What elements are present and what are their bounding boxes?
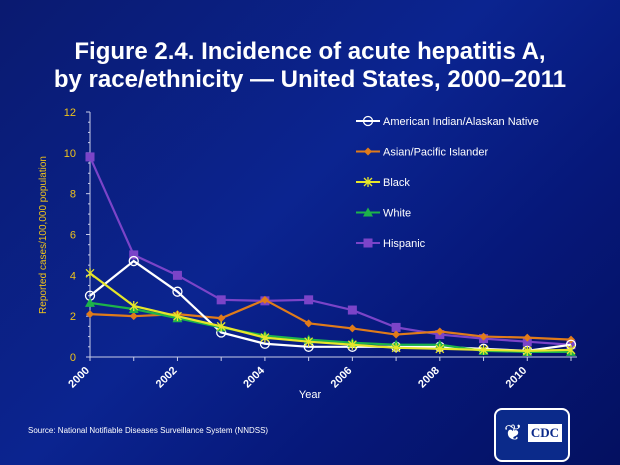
legend-label: White bbox=[383, 208, 411, 220]
legend-marker bbox=[363, 238, 373, 248]
title-line-2: by race/ethnicity — United States, 2000–… bbox=[53, 66, 567, 93]
data-point bbox=[260, 295, 269, 304]
x-tick-label: 2006 bbox=[329, 365, 355, 391]
data-point bbox=[347, 339, 357, 350]
legend-label: Hispanic bbox=[383, 238, 426, 250]
data-point bbox=[435, 343, 445, 354]
legend-label: American Indian/Alaskan Native bbox=[383, 116, 539, 128]
series-hispanic bbox=[85, 152, 576, 350]
legend-label: Asian/Pacific Islander bbox=[383, 147, 488, 159]
y-tick-label: 12 bbox=[64, 107, 76, 119]
data-point bbox=[216, 321, 226, 332]
series-line bbox=[88, 156, 572, 346]
y-tick-label: 6 bbox=[70, 230, 76, 242]
data-point bbox=[129, 250, 139, 260]
data-point bbox=[523, 333, 532, 342]
data-point bbox=[85, 152, 95, 162]
y-tick-label: 2 bbox=[70, 311, 76, 323]
series-line bbox=[89, 272, 572, 352]
data-point bbox=[304, 319, 313, 328]
legend-item: Hispanic bbox=[356, 238, 426, 250]
data-point bbox=[128, 255, 139, 267]
legend-marker bbox=[363, 177, 373, 187]
data-point bbox=[435, 327, 444, 336]
data-point bbox=[172, 311, 182, 322]
data-point bbox=[347, 305, 357, 315]
legend-item: American Indian/Alaskan Native bbox=[356, 115, 539, 128]
data-point bbox=[217, 314, 226, 323]
y-tick-label: 4 bbox=[70, 270, 76, 282]
legend-label: Black bbox=[383, 177, 410, 189]
data-point bbox=[479, 332, 488, 341]
cdc-logo: ❦ CDC bbox=[494, 408, 570, 462]
x-tick-label: 2004 bbox=[241, 364, 267, 390]
title-line-1: Figure 2.4. Incidence of acute hepatitis… bbox=[74, 38, 546, 65]
source-note: Source: National Notifiable Diseases Sur… bbox=[28, 426, 269, 435]
x-tick-label: 2002 bbox=[154, 365, 180, 391]
data-point bbox=[304, 295, 314, 305]
y-tick-label: 8 bbox=[70, 189, 76, 201]
y-tick-label: 10 bbox=[64, 148, 76, 160]
data-point bbox=[391, 342, 401, 353]
data-point bbox=[85, 297, 95, 307]
y-axis-label: Reported cases/100,000 population bbox=[38, 156, 49, 314]
data-point bbox=[216, 295, 226, 305]
x-tick-label: 2008 bbox=[416, 365, 442, 391]
series-asian-pacific-islander bbox=[86, 295, 575, 344]
data-point bbox=[129, 300, 139, 311]
legend-marker bbox=[362, 115, 374, 127]
x-tick-label: 2000 bbox=[66, 365, 92, 391]
data-point bbox=[85, 268, 95, 279]
data-point bbox=[129, 312, 138, 321]
data-point bbox=[172, 270, 182, 280]
x-axis-label: Year bbox=[299, 389, 322, 401]
series-black bbox=[85, 268, 576, 356]
data-point bbox=[392, 330, 401, 339]
data-point bbox=[304, 336, 314, 347]
data-point bbox=[391, 322, 401, 332]
legend-item: Asian/Pacific Islander bbox=[356, 147, 488, 159]
x-tick-label: 2010 bbox=[504, 365, 530, 391]
legend-item: White bbox=[356, 207, 411, 220]
y-tick-label: 0 bbox=[70, 352, 76, 364]
data-point bbox=[172, 286, 183, 297]
data-point bbox=[479, 344, 489, 355]
data-point bbox=[260, 332, 270, 343]
data-point bbox=[522, 337, 532, 347]
data-point bbox=[86, 310, 94, 319]
legend-marker bbox=[363, 207, 373, 217]
legend-marker bbox=[364, 147, 372, 156]
data-point bbox=[566, 344, 576, 355]
data-point bbox=[348, 324, 357, 333]
data-point bbox=[522, 345, 532, 356]
series-line bbox=[89, 301, 571, 353]
hhs-eagle-icon: ❦ bbox=[504, 420, 523, 445]
chart-title: Figure 2.4. Incidence of acute hepatitis… bbox=[0, 38, 620, 94]
legend-item: Black bbox=[356, 177, 410, 189]
cdc-logo-text: CDC bbox=[527, 424, 562, 442]
